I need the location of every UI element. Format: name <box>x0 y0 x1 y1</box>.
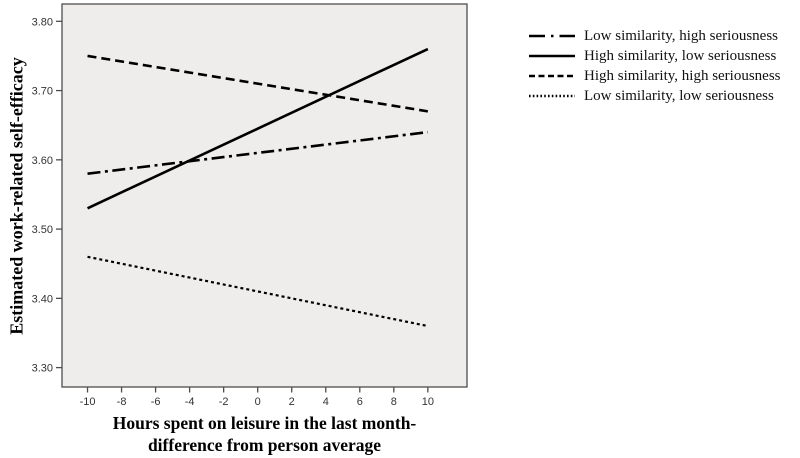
legend-item-2: High similarity, high seriousness <box>528 66 781 86</box>
legend-label: Low similarity, high seriousness <box>584 27 779 44</box>
x-tick-label: 4 <box>323 396 329 408</box>
legend-label: High similarity, low seriousness <box>584 47 777 64</box>
x-tick-label: -8 <box>117 396 127 408</box>
plot-area <box>61 3 468 388</box>
y-tick-label: 3.80 <box>32 16 53 28</box>
legend-label: Low similarity, low seriousness <box>584 87 774 104</box>
x-tick-label: -4 <box>185 396 195 408</box>
x-axis-title-line2: difference from person average <box>147 435 382 455</box>
x-tick-label: 6 <box>357 396 363 408</box>
series-line-2 <box>87 54 429 113</box>
legend-line-sample-dashdot-icon <box>529 34 575 38</box>
legend-label: High similarity, high seriousness <box>584 67 781 84</box>
legend-item-0: Low similarity, high seriousness <box>528 26 781 46</box>
x-tick-label: -10 <box>80 396 96 408</box>
x-axis-title: Hours spent on leisure in the last month… <box>62 412 467 456</box>
y-tick-label: 3.70 <box>32 86 53 98</box>
y-tick-label: 3.50 <box>32 224 53 236</box>
x-tick-label: -2 <box>219 396 229 408</box>
y-tick-label: 3.30 <box>32 363 53 375</box>
series-line-0 <box>87 130 429 175</box>
x-tick-label: 2 <box>289 396 295 408</box>
y-tick-label: 3.40 <box>32 293 53 305</box>
x-tick-label: -6 <box>151 396 161 408</box>
y-tick-label: 3.60 <box>32 155 53 167</box>
legend: Low similarity, high seriousness High sim… <box>528 26 781 106</box>
legend-item-1: High similarity, low seriousness <box>528 46 781 66</box>
legend-line-sample-dotted-icon <box>529 94 575 98</box>
legend-item-3: Low similarity, low seriousness <box>528 86 781 106</box>
series-line-3 <box>87 255 429 328</box>
y-axis-title: Estimated work-related self-efficacy <box>6 57 27 335</box>
legend-line-sample-solid-icon <box>529 54 575 58</box>
x-tick-label: 0 <box>255 396 261 408</box>
x-axis-title-line1: Hours spent on leisure in the last month… <box>112 413 417 433</box>
series-line-1 <box>86 47 429 210</box>
x-tick-label: 10 <box>422 396 434 408</box>
legend-line-sample-dashed-icon <box>529 74 575 78</box>
x-tick-label: 8 <box>391 396 397 408</box>
